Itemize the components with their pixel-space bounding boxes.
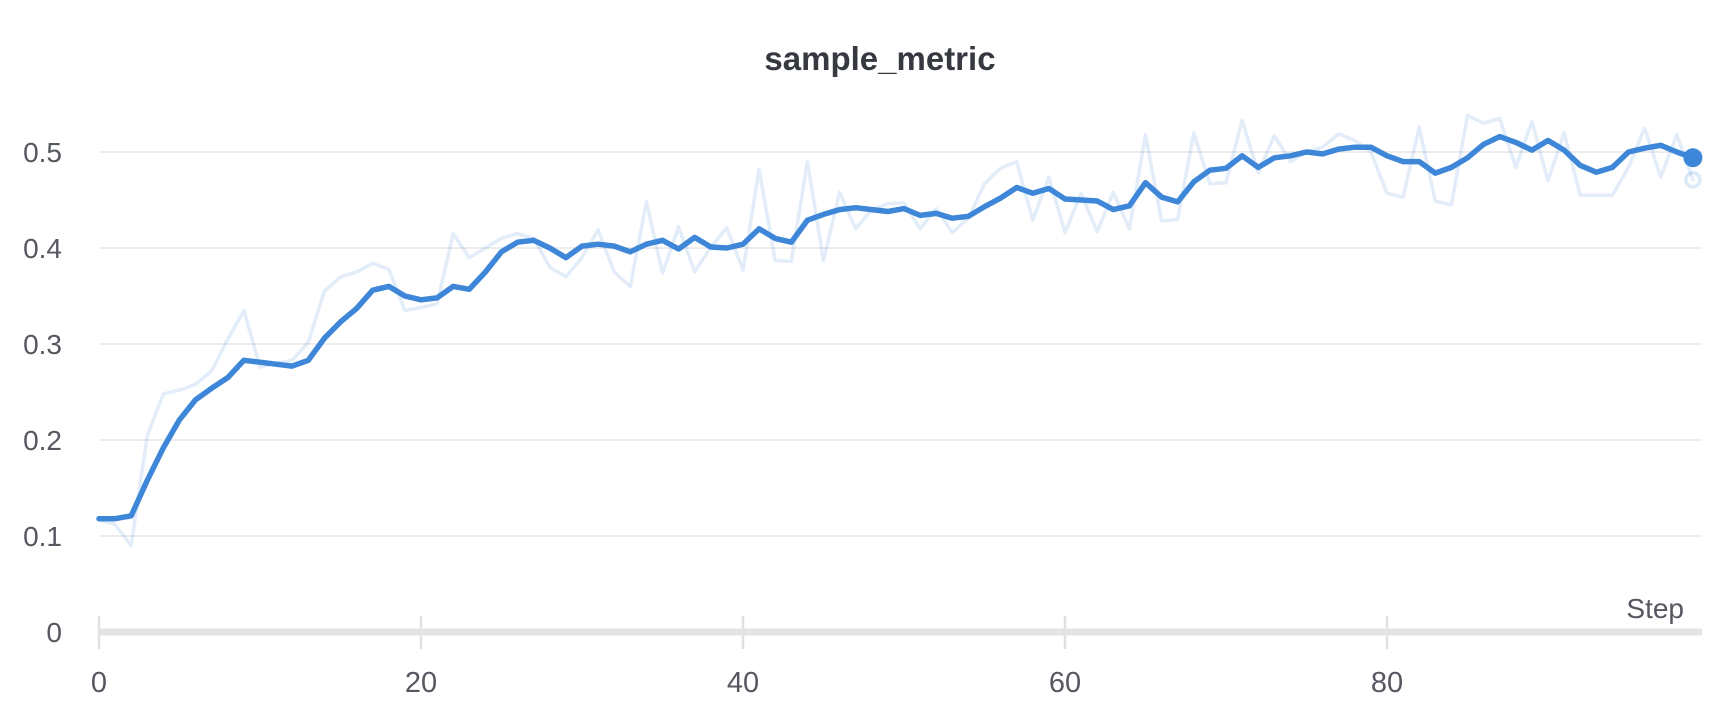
x-tick-40: 40	[727, 667, 759, 699]
smoothed-series-line	[96, 133, 1696, 522]
x-axis-label: Step	[1626, 593, 1684, 624]
x-tick-labels: 0 20 40 60 80	[91, 667, 1403, 699]
y-gridlines	[99, 151, 1702, 537]
y-tick-0-1: 0.1	[23, 521, 62, 552]
raw-series-line	[97, 113, 1695, 548]
x-tick-0: 0	[91, 667, 107, 699]
y-tick-0-4: 0.4	[23, 233, 62, 264]
y-tick-0-3: 0.3	[23, 329, 62, 360]
y-tick-0: 0	[46, 617, 62, 648]
smoothed-end-dot-marker	[1683, 148, 1703, 168]
y-tick-0-5: 0.5	[23, 137, 62, 168]
x-axis-bar	[99, 628, 1702, 636]
x-tick-60: 60	[1049, 667, 1081, 699]
x-tick-80: 80	[1371, 667, 1403, 699]
chart-title: sample_metric	[764, 40, 995, 77]
y-tick-0-2: 0.2	[23, 425, 62, 456]
x-tick-20: 20	[405, 667, 437, 699]
raw-end-ring-marker	[1684, 171, 1702, 189]
y-tick-labels: 0 0.1 0.2 0.3 0.4 0.5	[23, 137, 62, 648]
